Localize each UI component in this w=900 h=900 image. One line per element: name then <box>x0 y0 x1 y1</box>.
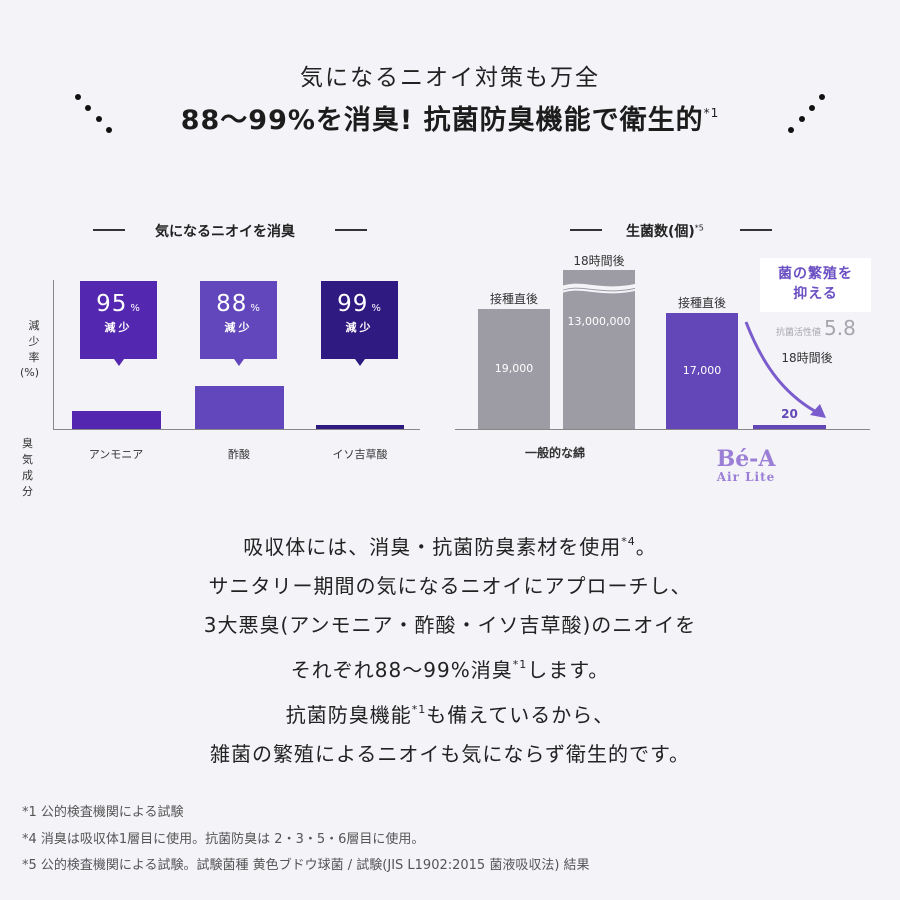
copy-line-4: それぞれ88〜99%消臭*1します。 <box>0 645 900 690</box>
category-isovaleric-acid: イソ吉草酸 <box>332 448 388 461</box>
dot-icon <box>85 105 91 111</box>
bar-isovaleric-acid <box>316 425 404 429</box>
subtitle: 気になるニオイ対策も万全 <box>300 65 600 91</box>
title-text: 生菌数(個) <box>626 224 695 240</box>
title-dash-right <box>740 229 772 231</box>
copy-line-3: 3大悪臭(アンモニア・酢酸・イソ吉草酸)のニオイを <box>203 613 697 637</box>
bar-acetic-acid <box>195 386 284 429</box>
callout-label: 減少 <box>345 321 374 334</box>
y-axis-line <box>53 280 54 430</box>
callout-value: 99 <box>337 291 369 317</box>
headline-text: 88〜99%を消臭! 抗菌防臭機能で衛生的 <box>180 105 704 136</box>
footnote-ref: *1 <box>411 703 427 716</box>
footnote-ref: *4 <box>621 535 636 548</box>
bar-label-bea-initial: 接種直後 <box>677 296 726 310</box>
dot-icon <box>106 127 112 133</box>
brand-logo-bea-air-lite: Bé-A Air Lite <box>706 448 786 484</box>
bar-bea-initial: 17,000 <box>666 313 738 429</box>
footnote-ref: *1 <box>512 658 528 671</box>
bar-value-bea-18h: 20 <box>781 407 798 421</box>
text: も備えているから、 <box>426 703 615 727</box>
brand-line-2: Air Lite <box>716 470 776 484</box>
category-acetic-acid: 酢酸 <box>228 448 250 461</box>
group-label-cotton: 一般的な綿 <box>524 446 585 460</box>
x-axis-line <box>455 429 870 430</box>
callout-value: 95 <box>96 291 128 317</box>
title-dash-left <box>570 229 602 231</box>
footnotes: *1 公的検査機関による試験 *4 消臭は吸収体1層目に使用。抗菌防臭は 2・3… <box>22 800 590 880</box>
dot-icon <box>809 105 815 111</box>
copy-line-5: 抗菌防臭機能*1も備えているから、 <box>0 690 900 735</box>
callout-acetic-acid: 88% 減少 <box>200 281 277 366</box>
decrease-arrow-icon <box>744 321 826 418</box>
callout-line-2: 抑える <box>793 286 838 302</box>
headline: 88〜99%を消臭! 抗菌防臭機能で衛生的*1 <box>0 98 900 137</box>
activity-number: 5.8 <box>824 316 856 340</box>
bar-cotton-initial: 19,000 <box>478 309 550 429</box>
text: 吸収体には、消臭・抗菌防臭素材を使用 <box>243 535 622 559</box>
copy-line-6: 雑菌の繁殖によるニオイも気にならず衛生的です。 <box>210 742 690 766</box>
body-copy: 吸収体には、消臭・抗菌防臭素材を使用*4。 サニタリー期間の気になるニオイにアプ… <box>0 522 900 774</box>
title-dash-right <box>335 229 367 231</box>
text: それぞれ88〜99%消臭 <box>290 658 513 682</box>
y-axis-unit: (%) <box>20 366 40 379</box>
y-axis-label: 減少率 <box>28 319 40 364</box>
copy-line-2: サニタリー期間の気になるニオイにアプローチし、 <box>208 574 692 598</box>
bar-label-cotton-18h: 18時間後 <box>573 254 625 268</box>
callout-label: 減少 <box>104 321 133 334</box>
dot-icon <box>799 116 805 122</box>
dot-icon <box>75 94 81 100</box>
dot-icon <box>788 127 794 133</box>
callout-line-1: 菌の繁殖を <box>778 266 853 282</box>
bar-bea-18h <box>753 425 826 429</box>
axis-break-icon <box>556 282 644 295</box>
x-axis-line <box>53 429 420 430</box>
callout-label: 減少 <box>224 321 253 334</box>
text: 。 <box>635 535 657 559</box>
footnote-1: *1 公的検査機関による試験 <box>22 805 184 820</box>
callout-unit: % <box>371 303 382 314</box>
category-ammonia: アンモニア <box>88 448 144 461</box>
title-footnote-ref: *5 <box>694 223 704 233</box>
antibacterial-activity-value: 抗菌活性値 5.8 <box>776 316 856 340</box>
title-dash-left <box>93 229 125 231</box>
text: します。 <box>527 658 610 682</box>
headline-footnote-ref: *1 <box>703 106 720 120</box>
callout-unit: % <box>250 303 261 314</box>
bacteria-chart-title: 生菌数(個)*5 <box>626 221 704 241</box>
callout-value: 88 <box>216 291 248 317</box>
callout-ammonia: 95% 減少 <box>80 281 157 366</box>
bar-value: 13,000,000 <box>567 315 631 328</box>
copy-line-1: 吸収体には、消臭・抗菌防臭素材を使用*4。 <box>0 522 900 567</box>
text: 抗菌防臭機能 <box>285 703 412 727</box>
footnote-4: *4 消臭は吸収体1層目に使用。抗菌防臭は 2・3・5・6層目に使用。 <box>22 831 425 847</box>
dot-icon <box>96 116 102 122</box>
odor-chart-title: 気になるニオイを消臭 <box>155 224 295 240</box>
bar-ammonia <box>72 411 161 429</box>
callout-isovaleric-acid: 99% 減少 <box>321 281 398 366</box>
bar-label-bea-18h: 18時間後 <box>781 351 833 365</box>
suppress-bacteria-callout: 菌の繁殖を 抑える <box>760 258 871 312</box>
dot-icon <box>819 94 825 100</box>
x-axis-label: 臭気成分 <box>22 437 35 498</box>
callout-unit: % <box>130 303 141 314</box>
footnote-5: *5 公的検査機関による試験。試験菌種 黄色ブドウ球菌 / 試験(JIS L19… <box>22 858 590 873</box>
bar-cotton-18h: 13,000,000 <box>563 270 635 429</box>
brand-line-1: Bé-A <box>716 446 776 472</box>
bar-label-cotton-initial: 接種直後 <box>489 292 538 306</box>
activity-label: 抗菌活性値 <box>776 328 822 338</box>
